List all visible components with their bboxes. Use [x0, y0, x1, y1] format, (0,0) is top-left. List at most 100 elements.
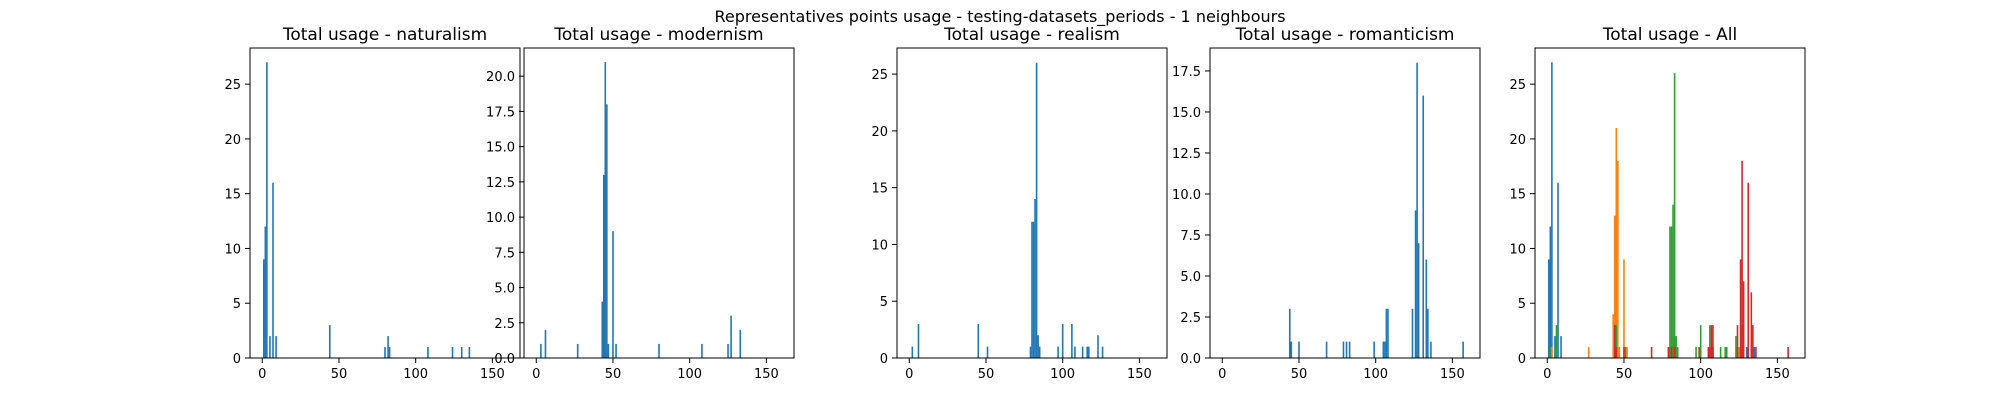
x-tick-label: 150: [1127, 367, 1152, 382]
y-tick-label: 5: [233, 297, 241, 312]
bar: [1673, 347, 1676, 358]
bar: [1699, 325, 1702, 358]
y-tick-label: 25: [871, 68, 888, 83]
bar: [615, 343, 617, 358]
bar: [540, 343, 542, 358]
bar: [1613, 215, 1616, 358]
bar: [1698, 347, 1700, 358]
bar: [427, 347, 429, 358]
bar: [1298, 341, 1300, 358]
bar: [387, 336, 389, 358]
bar: [701, 343, 703, 358]
y-tick-label: 5: [880, 295, 888, 310]
axes-frame: [1209, 47, 1481, 359]
bar: [1427, 308, 1429, 358]
bar: [1615, 347, 1618, 358]
subplot-3: Total usage - realism 0 50 100 150 0 5 10 15 20 25: [871, 25, 1168, 382]
bar: [1551, 62, 1553, 359]
bar: [1554, 336, 1556, 358]
bar: [1290, 341, 1293, 358]
bar: [1709, 347, 1711, 358]
bar: [328, 325, 331, 358]
bar: [1029, 346, 1032, 358]
subplot-title: Total usage - realism: [943, 25, 1120, 45]
bar: [1081, 346, 1084, 358]
axes-frame: [523, 47, 795, 359]
bar: [917, 323, 920, 358]
bar: [1061, 323, 1064, 358]
bar: [1617, 160, 1619, 358]
x-tick-label: 150: [754, 367, 779, 382]
bar: [1549, 226, 1552, 358]
subplot-1: Total usage - naturalism 0 50 100 150 0 5 10 15 2…: [224, 25, 521, 382]
bar-series-romanticism: [1613, 160, 1789, 358]
bar: [1670, 226, 1673, 358]
y-tick-label: 17.5: [486, 105, 515, 120]
subplot-title: Total usage - naturalism: [282, 25, 487, 45]
subplot-title: Total usage - romanticism: [1235, 25, 1455, 45]
bar: [730, 315, 732, 358]
bar: [1750, 292, 1753, 358]
y-tick-label: 17.5: [1172, 65, 1201, 80]
bar: [1555, 325, 1558, 358]
y-tick-label: 15: [871, 182, 888, 197]
bar: [1384, 341, 1386, 358]
bar: [1739, 259, 1742, 358]
bar: [1549, 347, 1552, 358]
subplot-title: Total usage - All: [1602, 25, 1737, 45]
y-tick-label: 7.5: [1180, 229, 1201, 244]
bar: [1071, 323, 1073, 358]
x-tick-label: 100: [677, 367, 702, 382]
bar: [1385, 308, 1388, 358]
bar: [1725, 347, 1728, 358]
bar: [451, 347, 454, 358]
bar: [1738, 347, 1740, 358]
bar: [1342, 341, 1345, 358]
x-tick-label: 0: [905, 367, 913, 382]
y-tick-label: 25: [1509, 78, 1526, 93]
bar: [1712, 325, 1714, 358]
bar: [658, 343, 660, 358]
bar-series-realism: [1549, 73, 1742, 358]
bar: [1548, 259, 1550, 358]
bar: [269, 336, 271, 358]
y-tick-label: 15: [224, 188, 241, 203]
figure-suptitle: Representatives points usage - testing-d…: [714, 7, 1285, 27]
bar: [739, 329, 742, 358]
bar: [275, 336, 277, 358]
bar: [604, 62, 607, 359]
x-tick-label: 100: [1050, 367, 1075, 382]
bar: [1741, 160, 1743, 358]
y-tick-label: 12.5: [486, 176, 515, 191]
axes-frame: [249, 47, 521, 359]
x-tick-label: 150: [480, 367, 505, 382]
bar-series: [911, 62, 1104, 358]
bar: [1710, 325, 1713, 358]
bar: [1087, 346, 1090, 358]
subplot-5: Total usage - All 0 50 100 150 0 5 10 15 20 25: [1509, 25, 1806, 382]
bar: [1057, 346, 1059, 358]
y-tick-label: 20.0: [486, 70, 515, 85]
bar: [1416, 62, 1418, 358]
bar: [1414, 210, 1417, 358]
x-tick-label: 100: [1688, 367, 1713, 382]
bar: [1097, 335, 1099, 358]
bar: [1719, 347, 1722, 358]
y-tick-label: 0.0: [494, 352, 515, 367]
y-tick-label: 2.5: [1180, 311, 1201, 326]
bar: [1348, 341, 1351, 358]
bar: [1736, 325, 1739, 358]
bar: [1551, 347, 1553, 358]
bar: [388, 347, 391, 358]
bar: [1753, 347, 1756, 358]
bar: [1626, 347, 1628, 358]
subplot-title: Total usage - modernism: [553, 25, 763, 45]
y-tick-label: 15.0: [486, 141, 515, 156]
bar: [1724, 347, 1727, 358]
bar: [607, 343, 610, 358]
y-tick-label: 10: [871, 238, 888, 253]
bar: [263, 259, 265, 358]
y-tick-label: 25: [224, 78, 241, 93]
